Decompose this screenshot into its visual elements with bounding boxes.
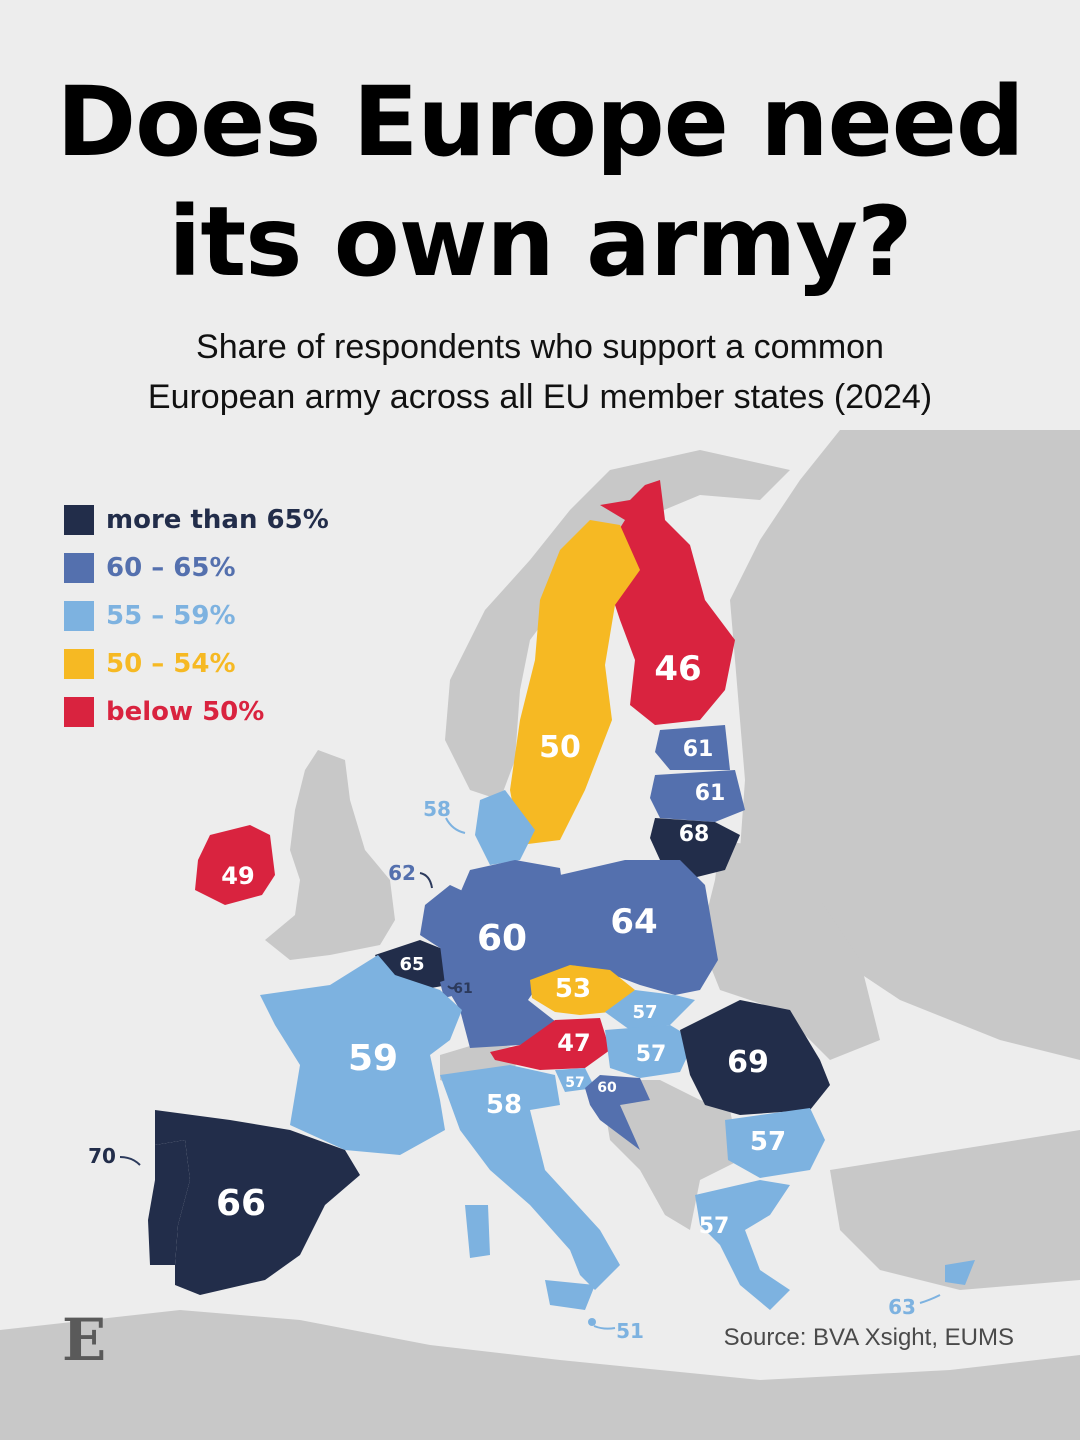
value-italy: 58 bbox=[486, 1090, 522, 1120]
value-belgium: 65 bbox=[399, 954, 424, 975]
value-lithuania: 68 bbox=[679, 822, 710, 847]
value-portugal: 70 bbox=[88, 1144, 116, 1168]
value-estonia: 61 bbox=[683, 737, 714, 762]
leader-line-denmark bbox=[445, 817, 466, 834]
value-hungary: 57 bbox=[636, 1042, 667, 1067]
france-shape bbox=[260, 955, 462, 1155]
value-denmark: 58 bbox=[423, 797, 451, 821]
leader-line-netherlands bbox=[419, 872, 433, 889]
value-cyprus: 63 bbox=[888, 1295, 916, 1319]
value-netherlands: 62 bbox=[388, 861, 416, 885]
source-note: Source: BVA Xsight, EUMS bbox=[723, 1324, 1014, 1351]
value-slovakia: 57 bbox=[632, 1002, 657, 1023]
malta-shape bbox=[588, 1318, 596, 1326]
value-slovenia: 57 bbox=[565, 1075, 584, 1091]
value-malta: 51 bbox=[616, 1319, 644, 1343]
value-sweden: 50 bbox=[539, 730, 581, 765]
estonia-shape bbox=[655, 725, 730, 770]
value-ireland: 49 bbox=[221, 862, 254, 890]
norway-landmass bbox=[445, 450, 790, 800]
legend-swatch bbox=[64, 553, 94, 583]
value-latvia: 61 bbox=[695, 781, 726, 806]
great-britain-landmass bbox=[265, 750, 395, 960]
legend: more than 65% 60 – 65% 55 – 59% 50 – 54%… bbox=[64, 496, 329, 736]
balkans-landmass bbox=[600, 1080, 740, 1230]
non-eu-land bbox=[0, 430, 1080, 1440]
croatia-shape bbox=[585, 1075, 650, 1150]
sicily-shape bbox=[545, 1280, 595, 1310]
subtitle-line-2: European army across all EU member state… bbox=[147, 378, 933, 416]
greece-shape bbox=[695, 1180, 790, 1310]
legend-item-50-54: 50 – 54% bbox=[64, 640, 329, 688]
legend-item-55-59: 55 – 59% bbox=[64, 592, 329, 640]
cyprus-shape bbox=[945, 1260, 975, 1285]
germany-shape bbox=[440, 860, 575, 1048]
turkey-landmass bbox=[830, 1130, 1080, 1290]
value-romania: 69 bbox=[727, 1045, 769, 1080]
hungary-shape bbox=[605, 1025, 695, 1078]
value-bulgaria: 57 bbox=[750, 1127, 786, 1157]
legend-swatch bbox=[64, 697, 94, 727]
romania-shape bbox=[680, 1000, 830, 1115]
leader-lines bbox=[119, 817, 941, 1330]
ireland-shape bbox=[195, 825, 275, 905]
portugal-shape bbox=[148, 1140, 190, 1265]
legend-swatch bbox=[64, 649, 94, 679]
leader-line-cyprus bbox=[919, 1294, 941, 1304]
value-croatia: 60 bbox=[597, 1080, 617, 1096]
value-finland: 46 bbox=[654, 649, 701, 689]
legend-label: 55 – 59% bbox=[106, 601, 236, 631]
austria-shape bbox=[490, 1018, 610, 1070]
finland-shape bbox=[600, 480, 735, 725]
spain-shape bbox=[155, 1110, 360, 1295]
legend-swatch bbox=[64, 505, 94, 535]
legend-label: 60 – 65% bbox=[106, 553, 236, 583]
poland-shape bbox=[560, 860, 718, 995]
slovakia-shape bbox=[605, 990, 695, 1030]
legend-label: more than 65% bbox=[106, 505, 329, 535]
slovenia-shape bbox=[555, 1068, 595, 1092]
value-germany: 60 bbox=[477, 918, 527, 959]
czechia-shape bbox=[530, 965, 635, 1015]
value-france: 59 bbox=[348, 1038, 398, 1079]
subtitle: Share of respondents who support a commo… bbox=[0, 322, 1080, 422]
value-greece: 57 bbox=[699, 1214, 730, 1239]
leader-line-portugal bbox=[119, 1156, 141, 1166]
legend-label: below 50% bbox=[106, 697, 265, 727]
title: Does Europe need its own army? bbox=[0, 62, 1080, 302]
latvia-shape bbox=[650, 770, 745, 822]
value-poland: 64 bbox=[610, 902, 657, 942]
value-czechia: 53 bbox=[555, 974, 591, 1004]
value-austria: 47 bbox=[557, 1029, 590, 1057]
legend-label: 50 – 54% bbox=[106, 649, 236, 679]
title-line-2: its own army? bbox=[168, 186, 912, 298]
sweden-shape bbox=[510, 520, 640, 845]
title-line-1: Does Europe need bbox=[56, 66, 1024, 178]
denmark-shape bbox=[475, 790, 535, 865]
legend-swatch bbox=[64, 601, 94, 631]
leader-line-malta bbox=[593, 1325, 616, 1330]
value-luxembourg: 61 bbox=[453, 981, 472, 997]
legend-item-more-than-65: more than 65% bbox=[64, 496, 329, 544]
legend-item-below-50: below 50% bbox=[64, 688, 329, 736]
legend-item-60-65: 60 – 65% bbox=[64, 544, 329, 592]
sardinia-shape bbox=[465, 1205, 490, 1258]
publisher-logo: E bbox=[62, 1306, 107, 1374]
italy-shape bbox=[440, 1065, 620, 1290]
value-labels: 46 50 61 61 68 58 49 62 65 61 60 64 53 5… bbox=[88, 649, 916, 1343]
eu-countries bbox=[148, 480, 975, 1326]
bulgaria-shape bbox=[725, 1108, 825, 1178]
subtitle-line-1: Share of respondents who support a commo… bbox=[196, 328, 884, 366]
value-spain: 66 bbox=[216, 1183, 266, 1224]
north-africa-landmass bbox=[0, 1310, 1080, 1440]
belarus-ukraine-landmass bbox=[700, 840, 880, 1060]
leader-line-luxembourg bbox=[447, 985, 456, 990]
